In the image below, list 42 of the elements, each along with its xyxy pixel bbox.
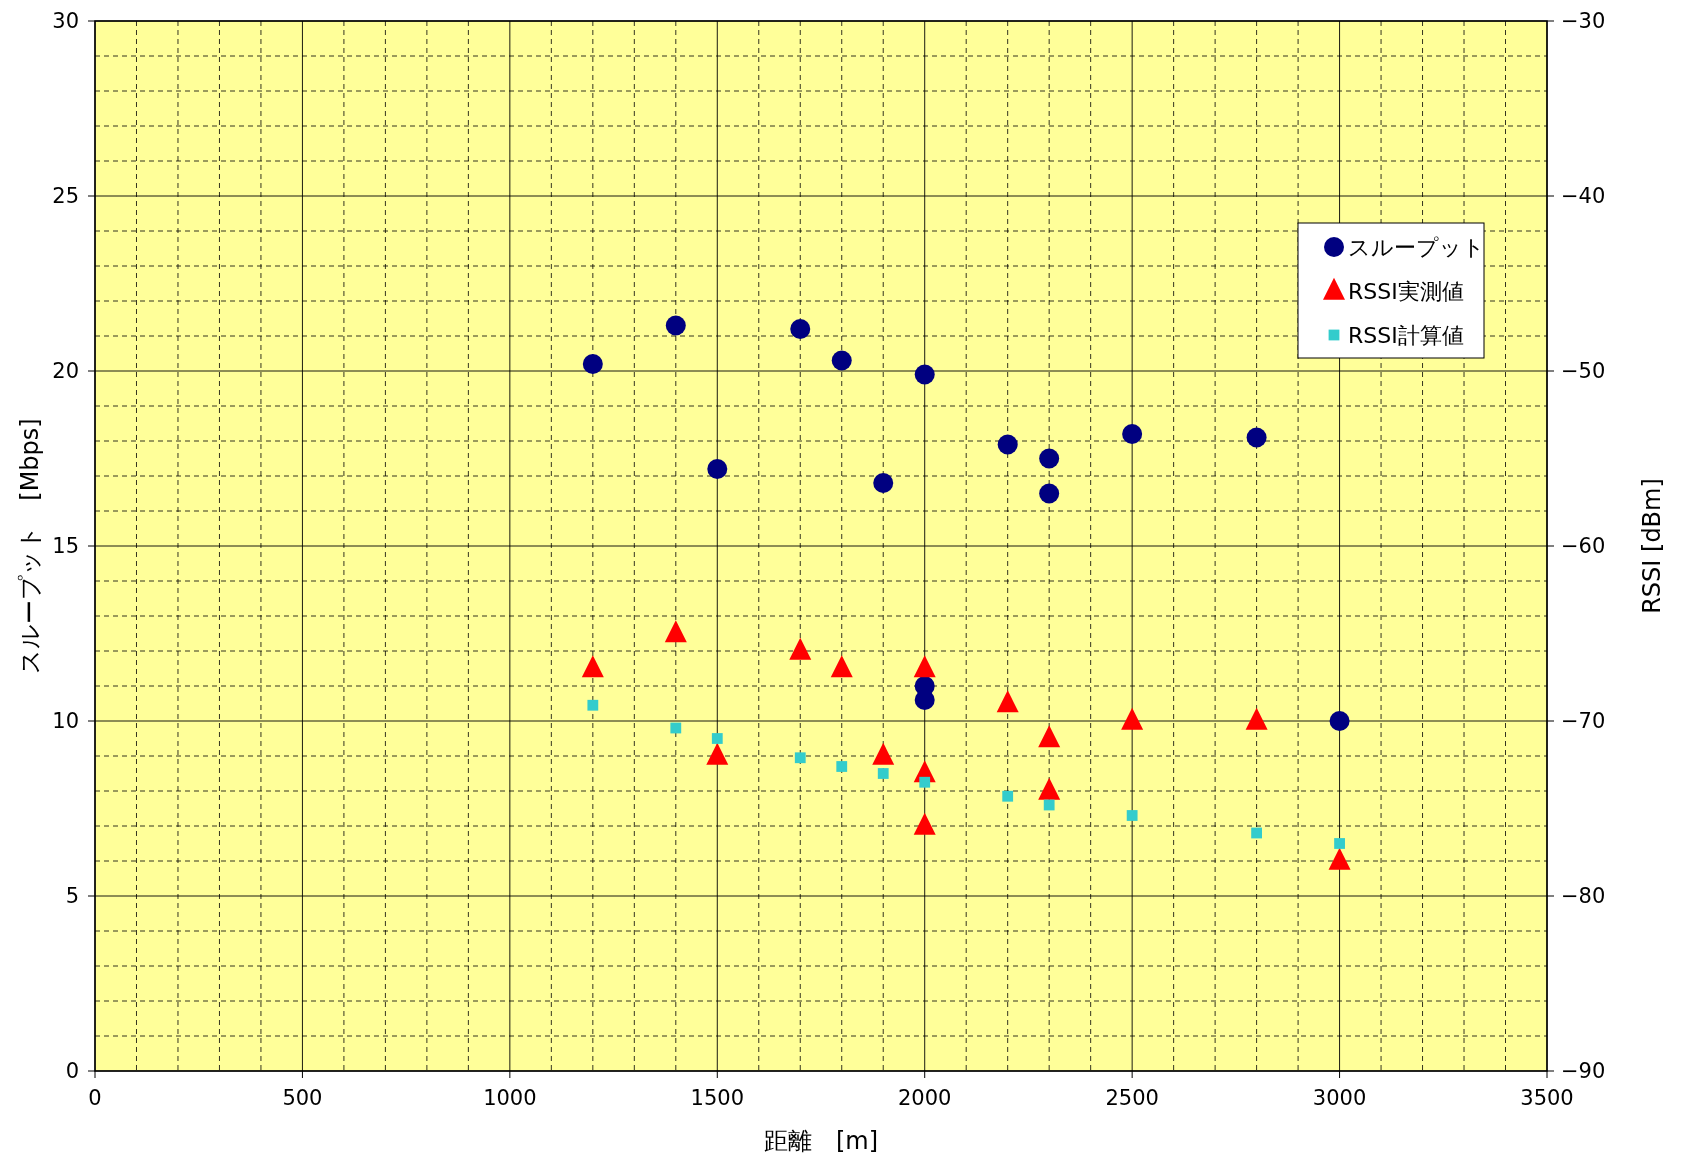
y-axis-title: スループット [Mbps]: [16, 418, 44, 674]
legend-label: スループット: [1348, 235, 1485, 260]
y-tick-label: 20: [52, 359, 79, 383]
point: [997, 434, 1018, 455]
legend-label: RSSI実測値: [1348, 279, 1464, 304]
point: [790, 319, 811, 339]
point: [1039, 448, 1060, 469]
y2-tick-label: −30: [1561, 9, 1606, 33]
point: [582, 354, 603, 374]
y2-tick-label: −80: [1561, 884, 1606, 908]
y-tick-label: 15: [52, 534, 79, 558]
point: [665, 315, 686, 336]
point: [1039, 483, 1060, 504]
point: [831, 350, 852, 371]
point: [1246, 427, 1267, 448]
y-tick-label: 5: [65, 884, 79, 908]
x-tick-label: 2000: [897, 1086, 952, 1110]
x-tick-label: 500: [282, 1086, 323, 1110]
x-tick-label: 3500: [1520, 1086, 1574, 1110]
y2-tick-label: −60: [1561, 534, 1606, 558]
y-tick-label: 0: [65, 1059, 79, 1083]
y2-tick-label: −50: [1561, 359, 1606, 383]
x-tick-label: 1500: [690, 1086, 745, 1110]
point: [1329, 711, 1350, 731]
point: [1122, 424, 1143, 444]
x-tick-label: 3000: [1312, 1086, 1367, 1110]
x-tick-label: 2500: [1105, 1086, 1159, 1110]
y-tick-label: 10: [52, 709, 79, 733]
point: [707, 459, 728, 479]
legend-label: RSSI計算値: [1348, 323, 1464, 348]
point: [914, 364, 935, 385]
y2-tick-label: −40: [1561, 184, 1606, 208]
x-tick-label: 1000: [483, 1086, 537, 1110]
x-tick-label: 0: [88, 1086, 102, 1110]
point: [914, 690, 935, 710]
y-tick-label: 30: [52, 9, 79, 33]
y2-tick-label: −70: [1561, 709, 1606, 733]
point: [873, 473, 894, 493]
y2-axis-title: RSSI [dBm]: [1638, 478, 1666, 614]
y-tick-label: 25: [52, 184, 79, 208]
x-axis-title: 距離 [m]: [763, 1127, 879, 1155]
y2-tick-label: −90: [1561, 1059, 1606, 1083]
